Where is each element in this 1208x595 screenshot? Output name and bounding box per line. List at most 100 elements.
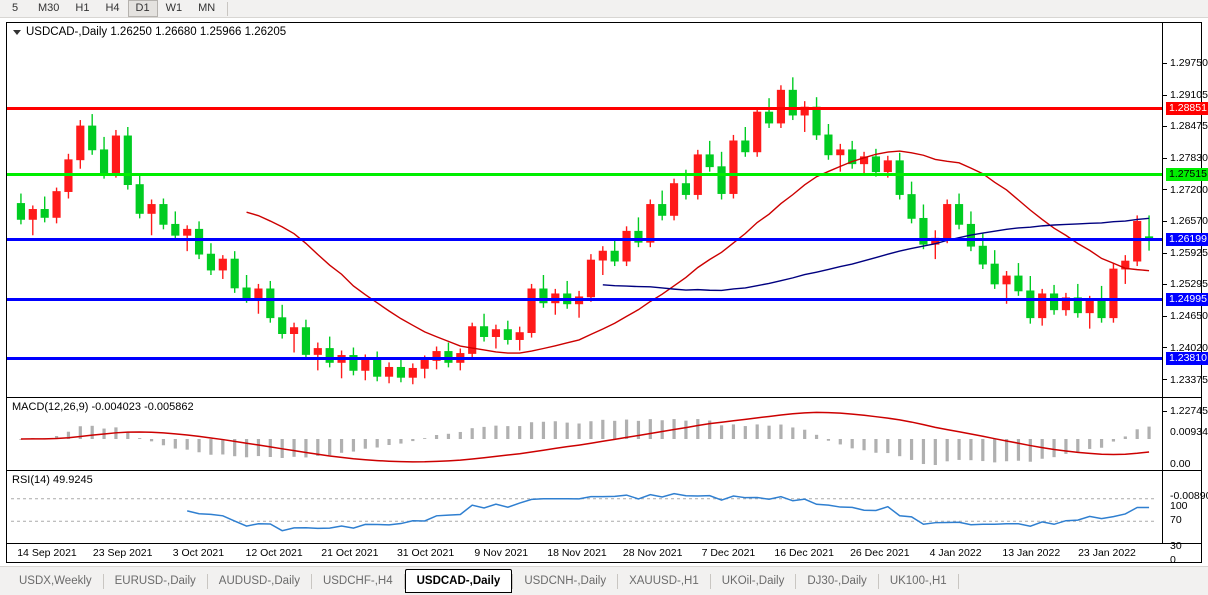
timeframe-button-m30[interactable]: M30 [38,2,60,14]
tick-mark-icon [1163,125,1167,127]
date-tick-label: 13 Jan 2022 [1002,547,1061,559]
price-level-badge-support[interactable]: 1.24995 [1166,293,1208,307]
date-tick-label: 31 Oct 2021 [396,547,455,559]
chart-title-bar: USDCAD-,Daily 1.26250 1.26680 1.25966 1.… [13,26,286,38]
price-level-badge-support[interactable]: 1.23810 [1166,351,1208,365]
rsi-tick-label: 70 [1170,514,1182,526]
symbol-tab-ukoil-daily[interactable]: UKOil-,Daily [721,575,785,587]
symbol-tab-usdcnh-daily[interactable]: USDCNH-,Daily [524,575,607,587]
symbol-tab-xauusd-h1[interactable]: XAUUSD-,H1 [629,575,699,587]
date-tick-label: 21 Oct 2021 [321,547,379,559]
timeframe-button-5[interactable]: 5 [11,2,19,14]
macd-tick-label: 0.00 [1170,458,1191,470]
macd-label: MACD(12,26,9) -0.004023 -0.005862 [12,401,194,413]
price-tick: 1.29105 [1163,88,1208,101]
price-tick-label: 1.23375 [1170,373,1208,386]
tab-divider [957,573,959,589]
tick-mark-icon [1163,252,1167,254]
date-tick-label: 23 Sep 2021 [92,547,153,559]
price-tick: 1.23375 [1163,373,1208,386]
tick-mark-icon [1163,157,1167,159]
tab-divider [795,573,797,589]
price-tick: 1.25295 [1163,279,1208,290]
tick-mark-icon [1163,283,1167,285]
price-tick: 1.24020 [1163,341,1208,354]
date-tick-label: 16 Dec 2021 [774,547,834,559]
level-line-support-4[interactable] [7,356,1162,360]
date-tick-label: 7 Dec 2021 [701,547,756,559]
macd-tick-label: -0.008902 [1170,490,1208,502]
rsi-label: RSI(14) 49.9245 [12,474,93,486]
tab-divider [877,573,879,589]
tab-divider [310,573,312,589]
chart-frame: USDCAD-,Daily 1.26250 1.26680 1.25966 1.… [6,22,1208,566]
tab-divider [102,573,104,589]
date-axis: 14 Sep 2021 23 Sep 2021 3 Oct 2021 12 Oct 2… [7,545,1201,562]
price-tick-label: 1.22745 [1170,404,1208,417]
price-tick-label: 1.24650 [1170,310,1208,323]
timeframe-button-h4[interactable]: H4 [105,2,120,14]
rsi-pane[interactable]: RSI(14) 49.9245 [7,472,1201,544]
level-line-support-3[interactable] [7,298,1162,302]
symbol-tab-audusd-daily[interactable]: AUDUSD-,Daily [218,575,300,587]
macd-tick-label: 0.009345 [1170,426,1208,438]
timeframe-button-h1[interactable]: H1 [75,2,90,14]
symbol-tab-usdcad-daily[interactable]: USDCAD-,Daily [404,569,513,593]
date-tick-label: 28 Nov 2021 [622,547,683,559]
macd-pane[interactable]: MACD(12,26,9) -0.004023 -0.005862 [7,399,1201,471]
date-tick-label: 23 Jan 2022 [1078,547,1136,559]
rsi-tick-label: 30 [1170,540,1182,552]
level-line-pivot-1[interactable] [7,172,1162,176]
symbol-tab-usdchf-h4[interactable]: USDCHF-,H4 [322,575,393,587]
price-tick: 1.29750 [1163,57,1208,69]
tab-divider [512,573,514,589]
date-tick-label: 26 Dec 2021 [850,547,910,559]
price-tick-label: 1.28475 [1170,120,1208,133]
timeframe-toolbar: 5 M30 H1 H4 D1 W1 MN [0,0,1208,18]
price-level-badge-resistance[interactable]: 1.28851 [1166,101,1208,115]
date-tick-label: 4 Jan 2022 [929,547,982,559]
chevron-down-icon[interactable] [13,29,21,35]
price-tick: 1.24650 [1163,311,1208,322]
symbol-tab-uk100-h1[interactable]: UK100-,H1 [889,575,947,587]
chart-title-text: USDCAD-,Daily 1.26250 1.26680 1.25966 1.… [26,26,287,38]
tab-divider [709,573,711,589]
symbol-tab-dj30-daily[interactable]: DJ30-,Daily [807,575,867,587]
price-tick: 1.26570 [1163,215,1208,227]
symbol-tab-eurusd-daily[interactable]: EURUSD-,Daily [114,575,196,587]
price-tick-label: 1.25925 [1170,246,1208,259]
price-tick: 1.22745 [1163,404,1208,417]
date-tick-label: 18 Nov 2021 [547,547,607,559]
tick-mark-icon [1163,379,1167,381]
date-tick-label: 14 Sep 2021 [17,547,77,559]
price-tick: 1.27200 [1163,183,1208,196]
timeframe-button-mn[interactable]: MN [198,2,216,14]
rsi-tick-label: 0 [1170,554,1176,566]
price-tick-label: 1.24020 [1170,341,1208,354]
price-pane[interactable]: USDCAD-,Daily 1.26250 1.26680 1.25966 1.… [7,23,1201,398]
timeframe-button-w1[interactable]: W1 [165,2,183,14]
timeframe-button-d1[interactable]: D1 [127,0,158,17]
tab-divider [206,573,208,589]
price-axis[interactable]: 1.29750 1.29105 1.28475 1.27830 1.27200 1.265… [1163,23,1208,566]
tick-mark-icon [1163,220,1167,222]
price-tick-label: 1.29105 [1170,88,1208,101]
toolbar-divider [227,1,229,16]
axis-separator [1162,23,1163,544]
level-line-resistance-0[interactable] [7,106,1162,110]
symbol-tab-usdx-weekly[interactable]: USDX,Weekly [19,575,92,587]
macd-canvas [19,411,1151,465]
price-tick-label: 1.25295 [1170,278,1208,291]
tick-mark-icon [1163,315,1167,317]
tab-divider [617,573,619,589]
price-tick-label: 1.27200 [1170,183,1208,196]
price-level-badge-pivot[interactable]: 1.27515 [1166,167,1208,181]
price-tick: 1.27830 [1163,153,1208,164]
tick-mark-icon [1163,189,1167,191]
price-level-badge-support[interactable]: 1.26199 [1166,233,1208,247]
tick-mark-icon [1163,62,1167,64]
level-line-support-2[interactable] [7,238,1162,242]
symbol-tab-bar: USDX,Weekly EURUSD-,Daily AUDUSD-,Daily USD… [0,566,1208,595]
candlestick-canvas[interactable] [7,23,1162,398]
